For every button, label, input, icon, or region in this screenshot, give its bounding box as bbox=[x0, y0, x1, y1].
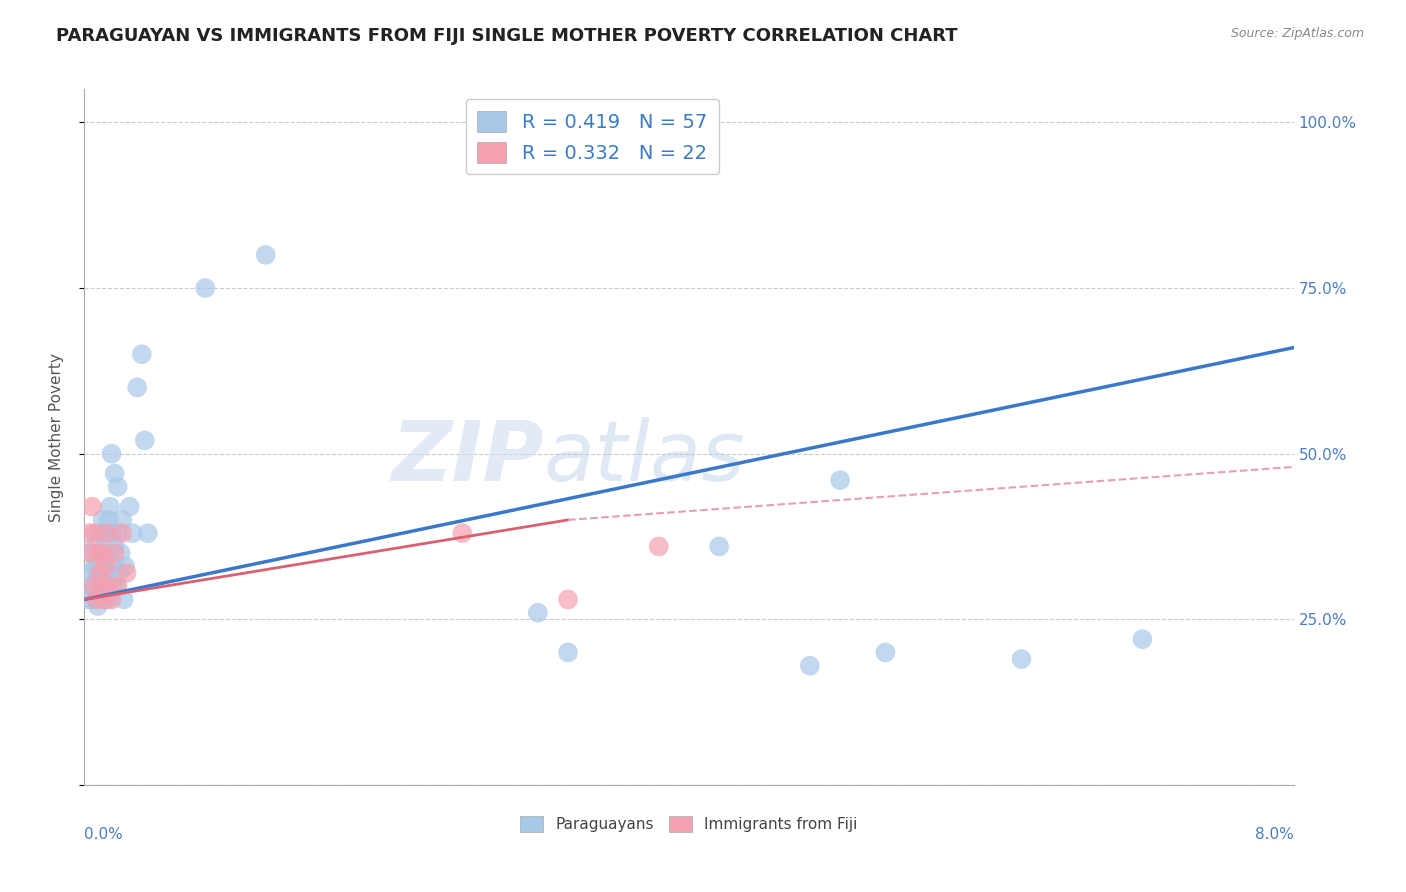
Point bbox=[115, 566, 138, 580]
Point bbox=[527, 606, 550, 620]
Point bbox=[451, 526, 474, 541]
Point bbox=[91, 546, 114, 560]
Point bbox=[80, 592, 103, 607]
Point bbox=[98, 546, 121, 560]
Point bbox=[97, 592, 120, 607]
Point bbox=[87, 552, 110, 566]
Point bbox=[131, 347, 153, 361]
Point bbox=[94, 579, 117, 593]
Point bbox=[194, 281, 217, 295]
Point bbox=[830, 473, 852, 487]
Text: 0.0%: 0.0% bbox=[84, 827, 124, 842]
Text: ZIP: ZIP bbox=[391, 417, 544, 499]
Point bbox=[76, 592, 98, 607]
Point bbox=[84, 526, 107, 541]
Point bbox=[1132, 632, 1154, 647]
Point bbox=[134, 434, 156, 448]
Point bbox=[118, 500, 141, 514]
Point bbox=[82, 579, 104, 593]
Text: PARAGUAYAN VS IMMIGRANTS FROM FIJI SINGLE MOTHER POVERTY CORRELATION CHART: PARAGUAYAN VS IMMIGRANTS FROM FIJI SINGL… bbox=[56, 27, 957, 45]
Point bbox=[93, 526, 115, 541]
Point bbox=[107, 480, 129, 494]
Text: atlas: atlas bbox=[544, 417, 745, 499]
Point bbox=[86, 566, 108, 580]
Point bbox=[84, 540, 107, 554]
Point bbox=[80, 546, 103, 560]
Point bbox=[100, 579, 122, 593]
Point bbox=[86, 586, 108, 600]
Point bbox=[97, 579, 120, 593]
Point bbox=[91, 592, 114, 607]
Point bbox=[96, 546, 118, 560]
Point bbox=[709, 540, 731, 554]
Point bbox=[111, 526, 134, 541]
Point bbox=[77, 526, 100, 541]
Point bbox=[82, 579, 104, 593]
Point bbox=[96, 526, 118, 541]
Point bbox=[104, 546, 127, 560]
Point bbox=[107, 526, 129, 541]
Text: 8.0%: 8.0% bbox=[1254, 827, 1294, 842]
Point bbox=[112, 592, 135, 607]
Point bbox=[93, 559, 115, 574]
Text: Source: ZipAtlas.com: Source: ZipAtlas.com bbox=[1230, 27, 1364, 40]
Point bbox=[86, 592, 108, 607]
Point bbox=[84, 559, 107, 574]
Point bbox=[79, 546, 101, 560]
Point bbox=[98, 500, 121, 514]
Point bbox=[648, 540, 671, 554]
Point bbox=[114, 559, 136, 574]
Point bbox=[89, 573, 111, 587]
Point bbox=[557, 645, 579, 659]
Point bbox=[93, 592, 115, 607]
Point bbox=[91, 513, 114, 527]
Point bbox=[105, 579, 128, 593]
Y-axis label: Single Mother Poverty: Single Mother Poverty bbox=[49, 352, 63, 522]
Point bbox=[1011, 652, 1033, 666]
Point bbox=[111, 513, 134, 527]
Point bbox=[79, 579, 101, 593]
Point bbox=[77, 566, 100, 580]
Point bbox=[90, 546, 112, 560]
Point bbox=[87, 599, 110, 613]
Point bbox=[107, 579, 129, 593]
Point bbox=[101, 559, 124, 574]
Point bbox=[89, 526, 111, 541]
Point bbox=[90, 579, 112, 593]
Point bbox=[875, 645, 897, 659]
Point bbox=[89, 566, 111, 580]
Point bbox=[96, 566, 118, 580]
Legend: Paraguayans, Immigrants from Fiji: Paraguayans, Immigrants from Fiji bbox=[513, 809, 865, 840]
Point bbox=[104, 467, 127, 481]
Point bbox=[80, 500, 103, 514]
Point bbox=[127, 380, 149, 394]
Point bbox=[254, 248, 277, 262]
Point bbox=[108, 566, 131, 580]
Point bbox=[90, 579, 112, 593]
Point bbox=[87, 546, 110, 560]
Point bbox=[104, 540, 127, 554]
Point bbox=[799, 658, 821, 673]
Point bbox=[100, 447, 122, 461]
Point bbox=[136, 526, 159, 541]
Point bbox=[110, 546, 132, 560]
Point bbox=[100, 526, 122, 541]
Point bbox=[94, 559, 117, 574]
Point bbox=[121, 526, 143, 541]
Point bbox=[100, 592, 122, 607]
Point bbox=[557, 592, 579, 607]
Point bbox=[97, 513, 120, 527]
